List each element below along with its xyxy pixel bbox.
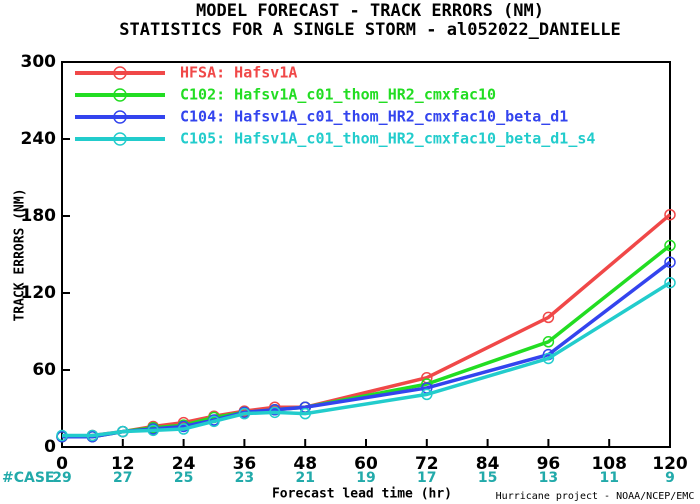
y-tick-label: 300 [21, 52, 57, 72]
x-tick-label: 120 [652, 454, 688, 474]
x-tick-label: 108 [591, 454, 627, 474]
series-marker [664, 208, 676, 221]
series-marker [664, 276, 676, 289]
series-marker [299, 407, 311, 420]
case-count: 9 [665, 470, 675, 486]
y-tick-label: 240 [21, 129, 57, 149]
y-tick-label: 60 [32, 360, 56, 380]
series-marker [664, 256, 676, 268]
x-tick-label: 12 [111, 454, 135, 474]
case-count: 27 [113, 470, 132, 486]
series-marker [177, 423, 190, 435]
x-tick-label: 84 [476, 454, 500, 474]
case-count: 17 [417, 470, 436, 486]
series-marker [117, 425, 129, 438]
x-axis-label: Forecast lead time (hr) [272, 487, 452, 502]
case-count: 29 [52, 470, 71, 486]
legend-marker [113, 88, 127, 102]
y-tick-label: 180 [21, 206, 57, 226]
case-count: 13 [539, 470, 558, 486]
footer: Hurricane project - NOAA/NCEP/EMC [496, 491, 695, 502]
case-label: #CASE [2, 470, 55, 486]
x-tick-label: 48 [293, 454, 317, 474]
case-count: 15 [478, 470, 497, 486]
series-marker [86, 429, 99, 442]
series-line [62, 281, 671, 438]
legend-label: C104: Hafsv1A_c01_thom_HR2_cmxfac10_beta… [180, 108, 568, 126]
legend-marker [113, 66, 127, 80]
series-marker [542, 336, 555, 348]
series-marker [269, 406, 281, 419]
chart-subtitle: STATISTICS FOR A SINGLE STORM - al052022… [119, 20, 621, 40]
chart-title: MODEL FORECAST - TRACK ERRORS (NM) [196, 1, 544, 21]
y-tick-label: 0 [44, 437, 56, 457]
series-marker [147, 424, 159, 437]
series-marker [238, 407, 251, 420]
x-tick-label: 24 [172, 454, 196, 474]
case-count: 21 [295, 470, 314, 486]
series-marker [208, 415, 220, 428]
x-tick-label: 36 [233, 454, 257, 474]
series-marker [56, 429, 68, 442]
series-marker [664, 239, 676, 252]
series-marker [542, 311, 555, 324]
x-tick-label: 96 [537, 454, 561, 474]
legend-label: C105: Hafsv1A_c01_thom_HR2_cmxfac10_beta… [180, 130, 595, 148]
case-count: 25 [174, 470, 193, 486]
series-line [62, 260, 672, 439]
legend-marker [113, 132, 127, 146]
case-count: 23 [235, 470, 254, 486]
legend-label: HFSA: Hafsv1A [180, 64, 297, 82]
x-tick-label: 60 [354, 454, 378, 474]
x-tick-label: 72 [415, 454, 439, 474]
case-count: 11 [599, 470, 618, 486]
series-marker [542, 352, 555, 365]
y-axis-label: TRACK ERRORS (NM) [13, 188, 28, 321]
x-tick-label: 0 [56, 454, 68, 474]
series-marker [421, 388, 433, 401]
legend-label: C102: Hafsv1A_c01_thom_HR2_cmxfac10 [180, 86, 496, 104]
y-tick-label: 120 [21, 283, 57, 303]
case-count: 19 [356, 470, 375, 486]
legend-marker [113, 110, 127, 124]
